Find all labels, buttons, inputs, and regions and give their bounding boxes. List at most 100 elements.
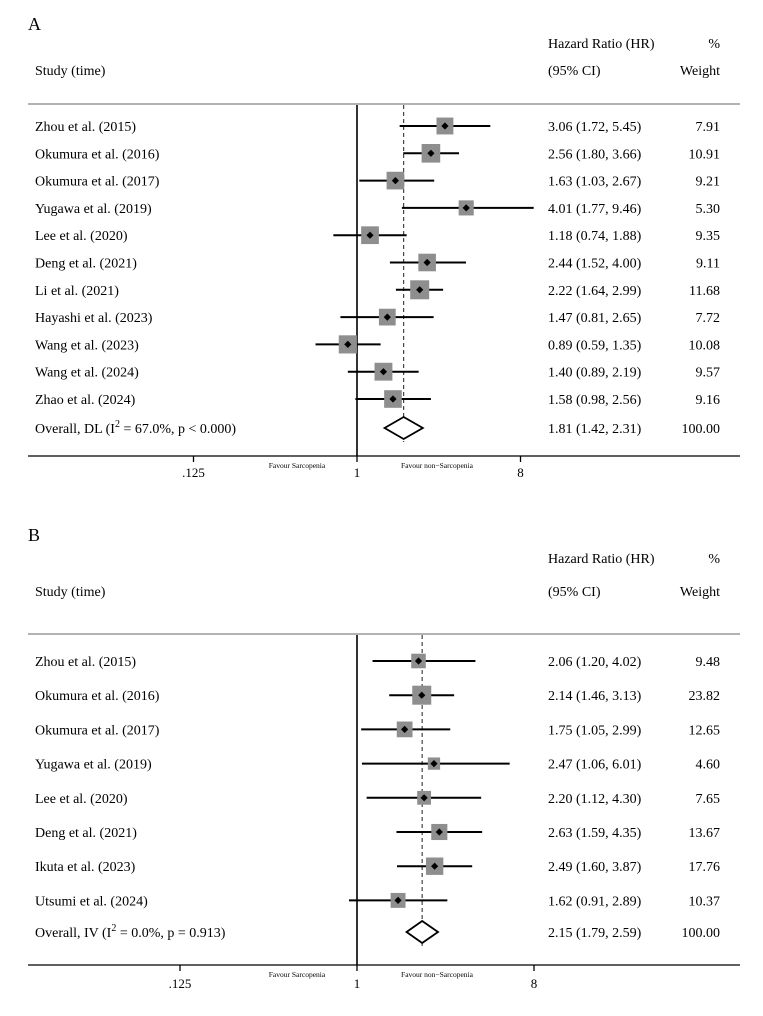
study-weight: 10.37 bbox=[689, 894, 721, 909]
study-weight: 9.16 bbox=[696, 393, 721, 408]
study-point-estimate bbox=[430, 760, 438, 768]
overall-diamond bbox=[382, 415, 425, 441]
study-hr-ci: 1.18 (0.74, 1.88) bbox=[548, 229, 642, 244]
overall-row: Overall, IV (I2 = 0.0%, p = 0.913) 2.15 (… bbox=[35, 919, 720, 945]
study-label: Ikuta et al. (2023) bbox=[35, 860, 136, 875]
study-hr-ci: 1.40 (0.89, 2.19) bbox=[548, 366, 642, 381]
overall-hr-ci: 1.81 (1.42, 2.31) bbox=[548, 422, 642, 437]
study-hr-ci: 0.89 (0.59, 1.35) bbox=[548, 338, 642, 353]
favour-left-label: Favour Sarcopenia bbox=[269, 461, 326, 470]
study-hr-ci: 1.75 (1.05, 2.99) bbox=[548, 723, 642, 738]
study-weight: 10.91 bbox=[689, 147, 721, 162]
study-hr-ci: 2.56 (1.80, 3.66) bbox=[548, 147, 642, 162]
study-point-estimate bbox=[420, 794, 428, 802]
study-label: Deng et al. (2021) bbox=[35, 826, 137, 841]
study-point-estimate bbox=[344, 340, 352, 348]
study-label: Li et al. (2021) bbox=[35, 284, 119, 299]
study-row: Li et al. (2021) 2.22 (1.64, 2.99) 11.68 bbox=[35, 280, 720, 300]
study-row: Ikuta et al. (2023) 2.49 (1.60, 3.87) 17.7… bbox=[35, 857, 721, 875]
study-point-estimate bbox=[423, 258, 431, 267]
study-label: Okumura et al. (2017) bbox=[35, 723, 160, 738]
study-row: Deng et al. (2021) 2.44 (1.52, 4.00) 9.11 bbox=[35, 253, 720, 272]
header-effect-line1: Hazard Ratio (HR) bbox=[548, 37, 655, 52]
study-weight: 9.21 bbox=[696, 175, 721, 190]
study-label: Wang et al. (2024) bbox=[35, 366, 139, 381]
overall-label-pre: Overall, DL (I bbox=[35, 422, 115, 437]
study-point-estimate bbox=[414, 657, 423, 665]
overall-weight: 100.00 bbox=[682, 422, 721, 437]
study-label: Deng et al. (2021) bbox=[35, 257, 137, 272]
forest-panel-a: A Hazard Ratio (HR) % Study (time) (95% CI) W… bbox=[28, 14, 740, 480]
x-tick-label: .125 bbox=[182, 465, 205, 480]
study-row: Lee et al. (2020) 2.20 (1.12, 4.30) 7.65 bbox=[35, 790, 720, 807]
overall-label: Overall, DL (I2 = 67.0%, p < 0.000) bbox=[35, 419, 236, 437]
study-point-estimate bbox=[379, 368, 388, 376]
study-row: Zhou et al. (2015) 3.06 (1.72, 5.45) 7.91 bbox=[35, 117, 721, 135]
study-label: Okumura et al. (2016) bbox=[35, 689, 160, 704]
study-point-estimate bbox=[418, 691, 426, 699]
study-row: Wang et al. (2023) 0.89 (0.59, 1.35) 10.08 bbox=[35, 335, 721, 354]
study-hr-ci: 1.47 (0.81, 2.65) bbox=[548, 311, 642, 326]
study-label: Zhou et al. (2015) bbox=[35, 655, 136, 670]
study-point-estimate bbox=[389, 395, 397, 403]
study-weight: 13.67 bbox=[689, 826, 721, 841]
overall-diamond bbox=[404, 919, 440, 945]
study-point-estimate bbox=[416, 286, 424, 294]
study-hr-ci: 2.63 (1.59, 4.35) bbox=[548, 826, 642, 841]
overall-label-sup: 2 bbox=[111, 923, 116, 934]
study-label: Hayashi et al. (2023) bbox=[35, 311, 153, 326]
study-point-estimate bbox=[401, 725, 409, 733]
x-tick-label: 1 bbox=[354, 465, 361, 480]
study-label: Zhao et al. (2024) bbox=[35, 393, 136, 408]
study-weight: 4.60 bbox=[696, 758, 721, 773]
study-row: Wang et al. (2024) 1.40 (0.89, 2.19) 9.57 bbox=[35, 362, 721, 381]
study-row: Okumura et al. (2016) 2.56 (1.80, 3.66) 10… bbox=[35, 144, 720, 163]
header-weight-line2: Weight bbox=[680, 585, 720, 600]
header-weight-line1: % bbox=[708, 37, 720, 52]
header-weight-line1: % bbox=[708, 552, 720, 567]
study-hr-ci: 2.44 (1.52, 4.00) bbox=[548, 257, 642, 272]
study-row: Utsumi et al. (2024) 1.62 (0.91, 2.89) 10.… bbox=[35, 892, 721, 909]
overall-label-post: = 0.0%, p = 0.913) bbox=[116, 926, 225, 941]
x-tick-label: 1 bbox=[354, 976, 361, 991]
study-label: Lee et al. (2020) bbox=[35, 229, 128, 244]
study-label: Wang et al. (2023) bbox=[35, 338, 139, 353]
study-point-estimate bbox=[391, 177, 400, 185]
x-tick-label: .125 bbox=[169, 976, 192, 991]
study-hr-ci: 2.06 (1.20, 4.02) bbox=[548, 655, 642, 670]
study-point-estimate bbox=[441, 122, 449, 130]
panel-label: A bbox=[28, 14, 41, 34]
header-study: Study (time) bbox=[35, 64, 106, 79]
study-hr-ci: 2.49 (1.60, 3.87) bbox=[548, 860, 642, 875]
study-row: Okumura et al. (2017) 1.75 (1.05, 2.99) 12… bbox=[35, 721, 720, 738]
study-point-estimate bbox=[394, 896, 402, 904]
study-row: Yugawa et al. (2019) 2.47 (1.06, 6.01) 4.6… bbox=[35, 757, 721, 773]
study-hr-ci: 2.22 (1.64, 2.99) bbox=[548, 284, 642, 299]
study-label: Lee et al. (2020) bbox=[35, 792, 128, 807]
study-row: Deng et al. (2021) 2.63 (1.59, 4.35) 13.67 bbox=[35, 823, 721, 841]
study-weight: 17.76 bbox=[689, 860, 721, 875]
study-point-estimate bbox=[462, 204, 470, 212]
study-weight: 9.57 bbox=[696, 366, 721, 381]
study-hr-ci: 2.20 (1.12, 4.30) bbox=[548, 792, 642, 807]
header-study: Study (time) bbox=[35, 585, 106, 600]
study-weight: 5.30 bbox=[696, 202, 721, 217]
header-effect-line2: (95% CI) bbox=[548, 64, 601, 79]
study-weight: 10.08 bbox=[689, 338, 721, 353]
study-row: Okumura et al. (2016) 2.14 (1.46, 3.13) 23… bbox=[35, 685, 721, 705]
favour-right-label: Favour non−Sarcopenia bbox=[401, 461, 474, 470]
overall-row: Overall, DL (I2 = 67.0%, p < 0.000) 1.81 … bbox=[35, 415, 721, 441]
study-point-estimate bbox=[366, 231, 374, 239]
study-weight: 9.35 bbox=[696, 229, 721, 244]
study-hr-ci: 1.63 (1.03, 2.67) bbox=[548, 175, 642, 190]
favour-left-label: Favour Sarcopenia bbox=[269, 970, 326, 979]
forest-panel-b: B Hazard Ratio (HR) % Study (time) (95% CI) W… bbox=[28, 525, 740, 991]
study-point-estimate bbox=[383, 313, 391, 321]
study-weight: 7.91 bbox=[696, 120, 721, 135]
overall-label-pre: Overall, IV (I bbox=[35, 926, 112, 941]
study-weight: 23.82 bbox=[689, 689, 721, 704]
study-label: Yugawa et al. (2019) bbox=[35, 202, 152, 217]
study-label: Utsumi et al. (2024) bbox=[35, 894, 148, 909]
overall-label-post: = 67.0%, p < 0.000) bbox=[120, 422, 236, 437]
